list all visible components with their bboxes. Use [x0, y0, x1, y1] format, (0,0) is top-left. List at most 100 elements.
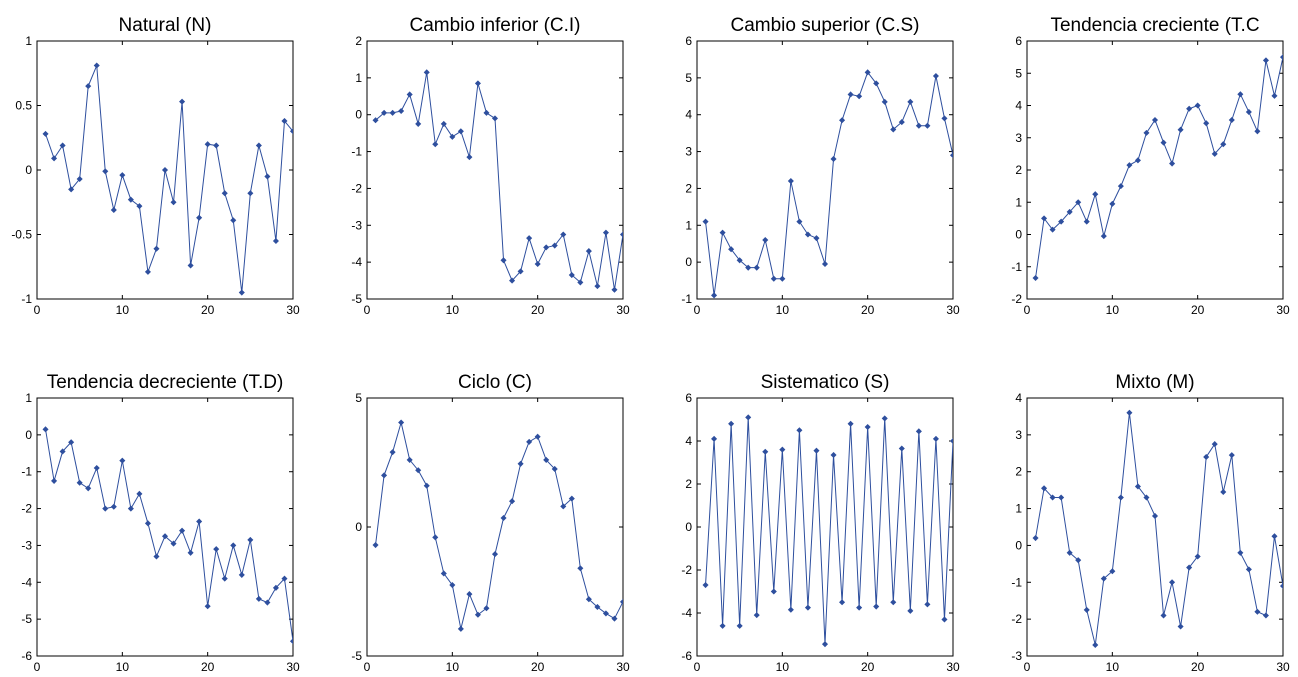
data-point — [1151, 116, 1159, 124]
data-point — [585, 248, 592, 255]
data-point — [534, 433, 541, 440]
data-point — [51, 477, 58, 484]
data-point — [1032, 535, 1039, 542]
data-point — [1075, 557, 1082, 564]
data-point — [762, 237, 769, 244]
data-point — [1041, 215, 1048, 222]
data-point — [440, 120, 447, 127]
y-tick-label: 0 — [25, 163, 32, 177]
data-point — [42, 130, 49, 137]
data-point — [1279, 54, 1283, 61]
data-point — [1177, 126, 1184, 133]
data-point — [949, 437, 953, 445]
data-point — [1262, 612, 1269, 619]
data-point — [136, 203, 143, 210]
series-group — [372, 419, 623, 632]
data-point — [728, 246, 735, 253]
data-point — [568, 272, 575, 279]
data-point — [745, 414, 752, 421]
y-tick-label: 1 — [25, 34, 32, 48]
data-point — [526, 438, 533, 445]
data-point — [1134, 483, 1141, 490]
data-point — [93, 62, 100, 69]
data-point — [881, 415, 888, 422]
data-point — [1058, 218, 1065, 225]
chart-panel: Ciclo (C)0 10 20 30-505 — [351, 372, 630, 674]
y-tick-label: 6 — [1015, 34, 1022, 48]
data-point — [932, 72, 939, 80]
data-point — [204, 603, 211, 610]
data-point — [423, 69, 430, 76]
chart-title: Cambio superior (C.S) — [731, 15, 920, 36]
series-group — [1032, 54, 1283, 282]
data-point — [1194, 102, 1201, 109]
data-point — [551, 465, 558, 472]
data-point — [153, 245, 160, 252]
data-point — [432, 534, 439, 541]
data-point — [398, 419, 405, 426]
data-point — [787, 606, 794, 613]
data-point — [949, 152, 953, 159]
data-point — [856, 604, 863, 611]
data-point — [1117, 183, 1124, 190]
data-point — [76, 176, 83, 183]
data-point — [924, 601, 931, 608]
y-tick-label: 3 — [685, 145, 692, 159]
x-tick-label: 20 — [1191, 303, 1205, 317]
data-point — [483, 109, 490, 116]
data-point — [204, 141, 211, 148]
data-point — [711, 292, 718, 299]
series-line — [705, 417, 953, 645]
data-point — [1066, 549, 1073, 556]
data-point — [1160, 612, 1167, 619]
data-point — [839, 599, 846, 606]
data-point — [1169, 160, 1176, 167]
y-tick-label: -2 — [1011, 292, 1022, 306]
plot-frame — [366, 40, 624, 300]
data-point — [915, 122, 922, 129]
plot-frame — [1026, 397, 1284, 657]
data-point — [1211, 150, 1218, 157]
data-point — [474, 80, 481, 87]
data-point — [753, 612, 760, 619]
y-tick-label: 2 — [685, 181, 692, 195]
data-point — [1237, 549, 1244, 556]
chart-title: Tendencia creciente (T.C — [1050, 15, 1259, 36]
x-tick-label: 0 — [694, 303, 701, 317]
data-point — [770, 275, 777, 282]
x-tick-label: 0 — [364, 660, 371, 674]
data-point — [1220, 141, 1227, 148]
x-tick-label: 10 — [116, 303, 130, 317]
chart-title: Sistematico (S) — [761, 372, 890, 393]
data-point — [381, 109, 388, 116]
data-point — [247, 190, 254, 197]
data-point — [804, 231, 811, 238]
y-tick-label: 1 — [1015, 195, 1022, 209]
x-tick-label: 10 — [446, 303, 460, 317]
y-tick-label: 0 — [25, 428, 32, 442]
data-point — [543, 244, 550, 251]
y-tick-label: 4 — [1015, 99, 1022, 113]
data-point — [93, 465, 100, 472]
data-point — [110, 503, 117, 510]
y-tick-label: 0 — [355, 520, 362, 534]
x-tick-label: 0 — [34, 303, 41, 317]
data-point — [415, 120, 422, 127]
data-point — [736, 622, 743, 629]
data-point — [449, 133, 456, 140]
data-point — [719, 229, 726, 236]
data-point — [289, 638, 293, 645]
data-point — [1083, 606, 1090, 613]
data-point — [770, 588, 777, 595]
data-point — [398, 108, 405, 115]
data-point — [187, 262, 194, 269]
data-point — [517, 460, 524, 467]
data-point — [728, 420, 735, 427]
data-point — [389, 109, 396, 116]
chart-panel: Cambio inferior (C.I) 0 10 20 30 -5 -4 -3 -2 -1 0 1… — [351, 15, 630, 317]
y-tick-label: 0 — [1015, 228, 1022, 242]
data-point — [1041, 485, 1048, 492]
data-point — [1254, 128, 1261, 135]
